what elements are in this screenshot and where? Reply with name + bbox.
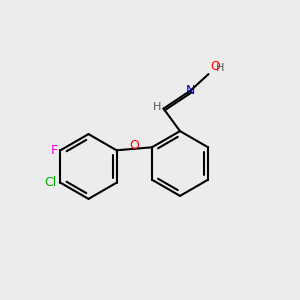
Text: H: H <box>153 102 161 112</box>
Text: Cl: Cl <box>45 176 57 189</box>
Text: H: H <box>216 63 225 73</box>
Text: O: O <box>129 139 139 152</box>
Text: N: N <box>186 84 195 97</box>
Text: O: O <box>210 60 220 73</box>
Text: F: F <box>50 144 57 157</box>
